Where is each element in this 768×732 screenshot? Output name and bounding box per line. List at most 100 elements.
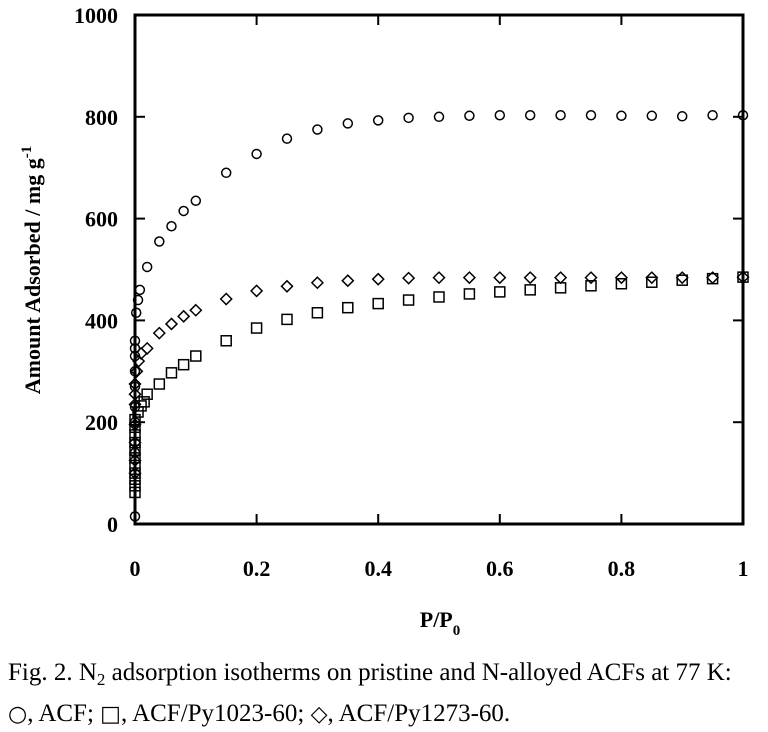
axis-ticks bbox=[134, 14, 744, 525]
circle-marker bbox=[342, 118, 354, 129]
x-tick-label: 0 bbox=[130, 556, 141, 581]
x-tick-label: 0.2 bbox=[243, 556, 271, 581]
circle-marker bbox=[130, 307, 142, 319]
diamond-marker bbox=[189, 303, 203, 317]
diamond-marker bbox=[432, 271, 446, 285]
circle-marker bbox=[129, 335, 141, 347]
circle-marker bbox=[524, 110, 536, 121]
diamond-marker bbox=[250, 284, 264, 298]
plot-frame bbox=[133, 13, 745, 526]
square-marker bbox=[646, 276, 658, 288]
square-marker bbox=[585, 280, 597, 292]
diamond-marker bbox=[128, 377, 142, 391]
circle-marker bbox=[555, 110, 566, 121]
square-marker bbox=[494, 286, 506, 298]
circle-marker bbox=[646, 110, 658, 122]
diamond-marker bbox=[462, 271, 476, 285]
square-marker bbox=[129, 459, 141, 472]
diamond-marker bbox=[152, 326, 166, 340]
y-axis-title: Amount Adsorbed / mg g-1 bbox=[19, 146, 45, 394]
square-marker bbox=[129, 486, 141, 499]
circle-marker bbox=[616, 110, 627, 122]
circle-marker bbox=[464, 110, 475, 122]
square-marker bbox=[129, 413, 141, 426]
circle-marker bbox=[129, 343, 141, 354]
circle-marker bbox=[281, 133, 293, 144]
x-tick-label: 1 bbox=[738, 556, 749, 581]
square-marker bbox=[129, 421, 141, 434]
diamond-marker bbox=[140, 341, 154, 355]
caption-fig: Fig. 2. N bbox=[8, 659, 97, 686]
square-marker bbox=[281, 313, 293, 326]
square-marker bbox=[342, 301, 354, 314]
caption-text-1: adsorption isotherms on pristine and N-a… bbox=[105, 659, 732, 686]
diamond-marker bbox=[128, 418, 142, 432]
circle-marker bbox=[676, 111, 688, 122]
y-tick-label: 800 bbox=[85, 105, 118, 130]
y-tick-label: 1000 bbox=[74, 3, 118, 28]
diamond-marker bbox=[128, 387, 142, 401]
x-tick-label: 0.8 bbox=[608, 556, 636, 581]
diamond-marker bbox=[132, 354, 146, 368]
diamond-marker bbox=[310, 276, 324, 290]
square-marker bbox=[220, 335, 232, 347]
caption-text-4: , ACF/Py1273-60. bbox=[327, 700, 511, 727]
diamond-marker bbox=[280, 279, 294, 293]
diamond-marker bbox=[219, 292, 233, 306]
circle-marker bbox=[707, 110, 718, 121]
diamond-marker bbox=[554, 271, 568, 285]
y-tick-label: 0 bbox=[107, 512, 118, 537]
square-marker bbox=[402, 294, 415, 306]
square-marker bbox=[554, 282, 567, 294]
diamond-marker bbox=[128, 435, 142, 450]
figure-caption: Fig. 2. N2 adsorption isotherms on prist… bbox=[8, 656, 760, 732]
caption-subscript: 2 bbox=[96, 670, 106, 689]
square-marker bbox=[190, 350, 202, 362]
x-axis-title: P/P0 bbox=[420, 607, 461, 639]
diamond-marker bbox=[706, 271, 720, 285]
square-marker bbox=[177, 358, 190, 371]
x-tick-label: 0.6 bbox=[486, 556, 514, 581]
circle-marker bbox=[141, 261, 153, 273]
square-symbol-icon: □ bbox=[100, 702, 121, 727]
diamond-symbol-icon: ◇ bbox=[310, 702, 328, 727]
circle-marker bbox=[134, 284, 146, 296]
square-marker bbox=[135, 400, 147, 412]
diamond-marker bbox=[164, 317, 179, 331]
diamond-marker bbox=[128, 397, 142, 411]
diamond-marker bbox=[736, 270, 750, 284]
circle-marker bbox=[166, 220, 177, 232]
square-marker bbox=[153, 378, 166, 390]
diamond-marker bbox=[341, 274, 355, 288]
square-marker bbox=[311, 307, 324, 319]
square-marker bbox=[615, 278, 628, 290]
circle-marker bbox=[372, 115, 384, 126]
square-marker bbox=[129, 480, 141, 492]
circle-marker bbox=[220, 167, 232, 179]
y-tick-label: 600 bbox=[85, 207, 118, 232]
diamond-marker bbox=[371, 272, 385, 286]
circle-symbol-icon: ○ bbox=[8, 702, 28, 727]
x-tick-labels: 0 0.2 0.4 0.6 0.8 1 bbox=[130, 556, 749, 581]
diamond-marker bbox=[493, 271, 507, 285]
x-tick-label: 0.4 bbox=[364, 556, 392, 581]
circle-marker bbox=[433, 111, 445, 123]
caption-text-2: , ACF; bbox=[27, 700, 101, 727]
circle-marker bbox=[178, 205, 189, 217]
isotherm-chart: 0 0.2 0.4 0.6 0.8 1 0 200 400 600 800 1000 P/P0 Am… bbox=[19, 3, 750, 639]
square-marker bbox=[372, 297, 384, 310]
square-marker bbox=[524, 284, 536, 296]
circle-marker bbox=[129, 511, 141, 522]
square-marker bbox=[138, 396, 150, 408]
y-tick-labels: 0 200 400 600 800 1000 bbox=[74, 3, 118, 537]
y-tick-label: 400 bbox=[85, 308, 118, 333]
square-marker bbox=[250, 322, 263, 334]
square-marker bbox=[463, 288, 476, 300]
y-tick-label: 200 bbox=[85, 410, 118, 435]
data-markers bbox=[128, 110, 750, 522]
diamond-marker bbox=[675, 271, 689, 285]
square-marker bbox=[129, 452, 141, 464]
diamond-marker bbox=[614, 271, 628, 285]
diamond-marker bbox=[128, 453, 142, 467]
square-marker bbox=[141, 388, 153, 400]
